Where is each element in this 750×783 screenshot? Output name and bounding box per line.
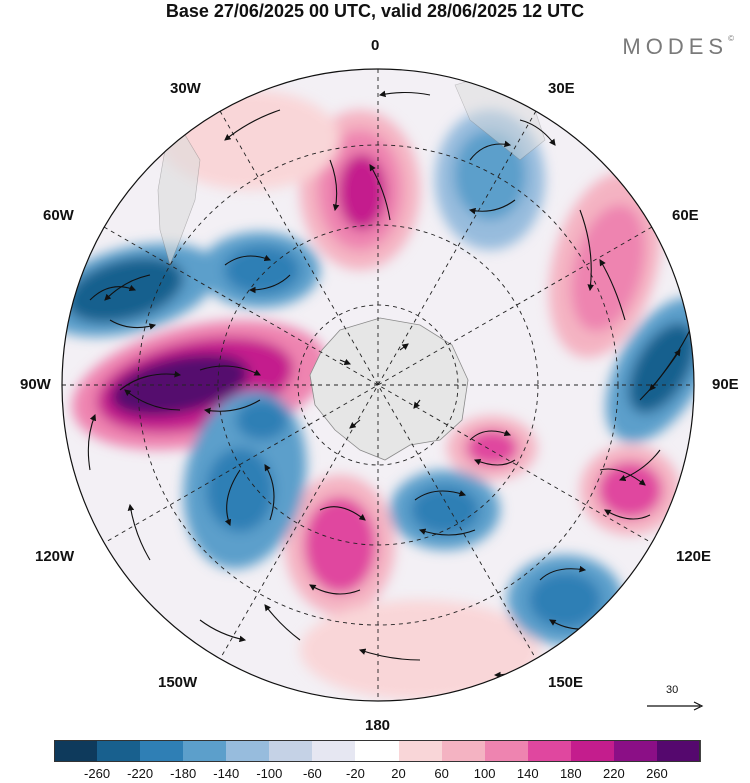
lon-label-90w: 90W <box>20 376 51 393</box>
lon-label-0: 0 <box>371 37 380 54</box>
colorbar-tick-label: -180 <box>170 766 197 781</box>
colorbar-tick-label: 180 <box>559 766 582 781</box>
colorbar-tick-label: -60 <box>302 766 322 781</box>
map-title: Base 27/06/2025 00 UTC, valid 28/06/2025… <box>165 1 585 21</box>
colorbar-frame <box>54 740 700 762</box>
colorbar-tick-label: -20 <box>346 766 365 781</box>
modes-logo: MODES© <box>622 34 734 59</box>
colorbar-tick-label: 60 <box>434 766 449 781</box>
lon-label-150w: 150W <box>158 674 198 691</box>
lon-label-90e: 90E <box>712 376 739 393</box>
colorbar-tick-label: -260 <box>84 766 111 781</box>
graticule <box>62 69 694 701</box>
colorbar-tick-label: 220 <box>603 766 625 781</box>
map-border <box>61 68 695 702</box>
colorbar-tick-label: 140 <box>516 766 539 781</box>
colorbar-tick-label: 260 <box>646 766 668 781</box>
lon-label-30e: 30E <box>548 80 575 97</box>
anomaly-field <box>62 90 694 700</box>
lon-label-30w: 30W <box>170 80 201 97</box>
reference-vector-label: 30 <box>666 684 679 696</box>
colorbar-tick-label: 20 <box>391 766 406 781</box>
lon-label-60w: 60W <box>43 207 74 224</box>
lon-label-60e: 60E <box>672 207 699 224</box>
colorbar-tick-label: -220 <box>127 766 154 781</box>
lon-label-120w: 120W <box>35 548 75 565</box>
colorbar-segment <box>656 740 701 762</box>
lon-label-120e: 120E <box>676 548 712 565</box>
south-america-land <box>157 134 201 266</box>
colorbar-tick-label: -140 <box>213 766 240 781</box>
colorbar-tick-label: -100 <box>256 766 283 781</box>
lon-label-180: 180 <box>365 717 391 734</box>
reference-vector-arrow <box>647 701 704 711</box>
lon-label-150e: 150E <box>548 674 584 691</box>
colorbar-tick-label: 100 <box>473 766 496 781</box>
